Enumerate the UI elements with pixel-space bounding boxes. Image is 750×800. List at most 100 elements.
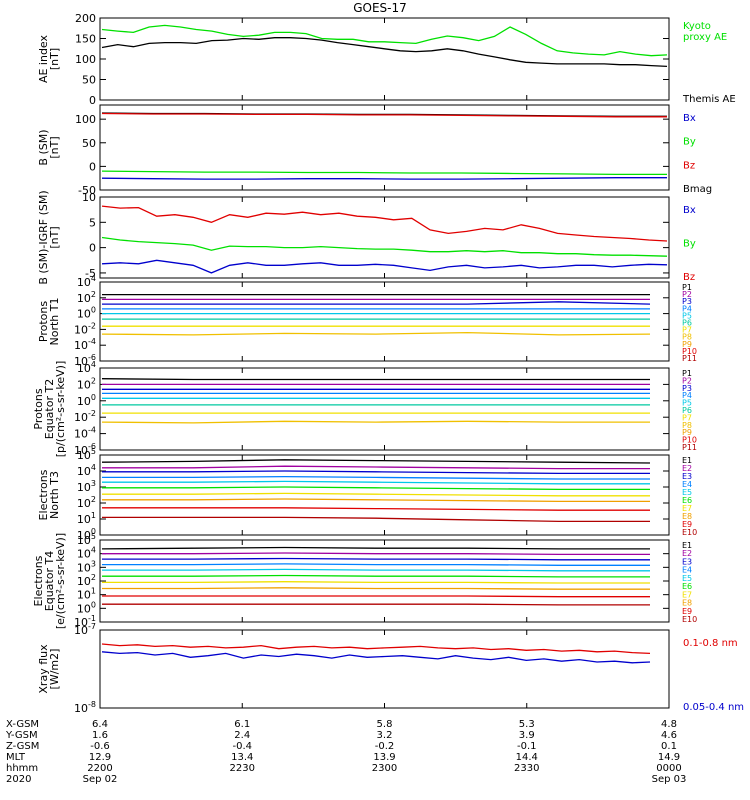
series-line: [102, 563, 650, 566]
x-axis-cell: 5.3: [519, 719, 535, 730]
x-axis-cell: 6.1: [234, 719, 250, 730]
x-axis-cell: 0000: [656, 763, 681, 774]
series-line: [101, 420, 650, 424]
legend-item: P4: [682, 391, 692, 400]
y-axis-label: B (SM): [37, 129, 50, 165]
x-axis-cell: 14.4: [516, 752, 538, 763]
series-line: [101, 643, 651, 655]
y-axis-label: [p/(cm²-s-sr-keV)]: [54, 361, 67, 458]
series-line: [102, 507, 650, 511]
series-line: [102, 301, 651, 305]
legend-item: P3: [682, 384, 692, 393]
x-axis-row-label: hhmm: [6, 763, 38, 774]
y-tick-label: 104: [77, 546, 96, 561]
y-tick-label: 105: [77, 447, 96, 462]
legend-item: P8: [682, 421, 692, 430]
y-tick-label: 10-1: [74, 614, 96, 629]
y-axis-label: Protons: [37, 301, 50, 342]
x-axis-cell: 5.8: [377, 719, 393, 730]
legend-item: P6: [682, 406, 692, 415]
y-axis-label: [nT]: [48, 136, 61, 158]
y-tick-label: 103: [77, 559, 96, 574]
series-line: [102, 595, 650, 598]
y-axis-label: North T1: [48, 298, 61, 346]
legend-item: P11: [682, 354, 697, 363]
y-axis-label: Electrons: [37, 469, 50, 520]
y-tick-label: 10-8: [74, 700, 96, 715]
legend-item: E7: [682, 590, 692, 599]
y-tick-label: 0: [89, 242, 96, 255]
y-axis-label: [e/(cm²-s-sr-keV)]: [54, 533, 67, 629]
legend-item: P1: [682, 283, 692, 292]
series-line: [102, 587, 650, 590]
x-axis-cell: 13.9: [373, 752, 395, 763]
legend-item: P10: [682, 347, 697, 356]
x-axis-row-label: MLT: [6, 752, 26, 763]
series-line: [102, 557, 650, 561]
x-axis-cell: 2200: [87, 763, 112, 774]
y-tick-label: 102: [77, 495, 96, 510]
series-line: [101, 236, 668, 257]
legend-item: P2: [682, 290, 692, 299]
legend-item: E7: [682, 504, 692, 513]
y-axis-label: North T3: [48, 471, 61, 519]
legend-item: E10: [682, 615, 697, 624]
panel-frame: [99, 17, 670, 101]
series-line: [101, 37, 668, 68]
legend-item: E1: [682, 541, 692, 550]
legend-item: Kyoto: [683, 21, 711, 32]
y-tick-label: 5: [89, 216, 96, 229]
series-line: [101, 177, 667, 180]
series-line: [102, 492, 650, 497]
legend-item: By: [683, 239, 696, 250]
legend-item: E10: [682, 528, 697, 537]
x-axis-cell: 14.9: [658, 752, 680, 763]
y-tick-label: 10-4: [74, 337, 96, 352]
series-line: [102, 486, 650, 491]
legend-item: P9: [682, 428, 692, 437]
x-axis-cell: 2.4: [234, 730, 250, 741]
series-line: [102, 470, 650, 475]
legend-item: P9: [682, 340, 692, 349]
x-axis-cell: 2330: [514, 763, 539, 774]
y-axis-label: Equator T2: [43, 379, 56, 439]
x-axis-cell: 4.8: [661, 719, 677, 730]
legend-item: Bz: [683, 272, 695, 283]
legend-item: E2: [682, 549, 692, 558]
legend-item: P11: [682, 443, 697, 452]
y-tick-label: 10-4: [74, 426, 96, 441]
y-tick-label: 100: [77, 306, 96, 321]
legend-item: P3: [682, 297, 692, 306]
y-tick-label: 50: [82, 137, 96, 150]
y-tick-label: 103: [77, 479, 96, 494]
legend-item: 0.05-0.4 nm: [683, 702, 744, 713]
y-tick-label: 101: [77, 511, 96, 526]
series-line: [101, 205, 668, 242]
y-axis-label: Electrons: [32, 555, 45, 606]
series-line: [101, 378, 650, 381]
panel-frame: [99, 539, 670, 623]
x-axis-cell: 4.6: [661, 730, 677, 741]
series-line: [101, 24, 668, 57]
series-line: [102, 498, 650, 503]
series-line: [102, 475, 650, 480]
y-axis-label: AE index: [37, 34, 50, 83]
legend-item: E8: [682, 512, 692, 521]
series-line: [102, 516, 650, 523]
legend-item: E8: [682, 599, 692, 608]
y-tick-label: 100: [77, 393, 96, 408]
legend-item: E3: [682, 557, 692, 566]
y-tick-label: 50: [82, 74, 96, 87]
x-axis-cell: 0.1: [661, 741, 677, 752]
x-axis-cell: 12.9: [89, 752, 111, 763]
y-axis-label: Xray flux: [37, 644, 50, 694]
series-line: [101, 259, 668, 274]
panel-frame: [99, 367, 670, 451]
y-tick-label: 102: [77, 376, 96, 391]
series-line: [101, 331, 651, 336]
series-line: [101, 546, 650, 550]
y-tick-label: -5: [85, 267, 96, 280]
